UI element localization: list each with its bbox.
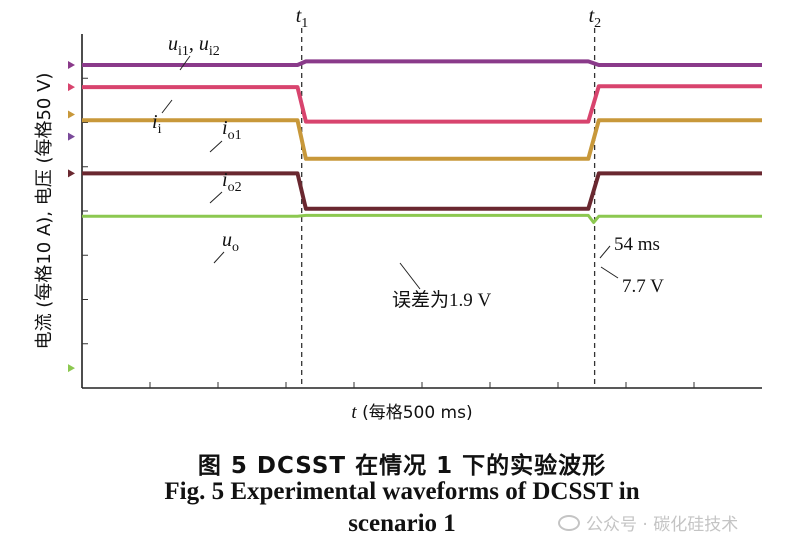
series-label-leader-2 bbox=[161, 99, 173, 114]
series-line-3 bbox=[82, 118, 762, 161]
caption-english-line-1: Fig. 5 Experimental waveforms of DCSST i… bbox=[164, 478, 640, 505]
watermark: 公众号 · 碳化硅技术 bbox=[558, 510, 738, 535]
series-label-2: ii bbox=[152, 111, 162, 137]
annotation-2: 54 ms bbox=[614, 234, 660, 255]
watermark-text: 公众号 · 碳化硅技术 bbox=[586, 515, 739, 535]
series-label-leader-4 bbox=[209, 191, 223, 204]
channel-marker-1 bbox=[68, 60, 75, 69]
annotation-3: 7.7 V bbox=[622, 276, 664, 297]
channel-marker-2 bbox=[68, 83, 75, 92]
time-marker-label-t1: t1 bbox=[296, 5, 309, 31]
series-label-leader-1 bbox=[179, 55, 191, 71]
x-axis-label: t (每格500 ms) bbox=[351, 402, 472, 423]
series-line-5 bbox=[82, 213, 762, 224]
channel-marker-6 bbox=[68, 364, 75, 373]
channel-marker-5 bbox=[68, 169, 75, 178]
series-line-4 bbox=[82, 171, 762, 211]
series-label-3: io1 bbox=[222, 117, 242, 143]
channel-marker-3 bbox=[68, 110, 75, 119]
annotation-leader-2 bbox=[599, 245, 611, 259]
caption-chinese: 图 5 DCSST 在情况 1 下的实验波形 bbox=[197, 453, 607, 479]
wechat-icon bbox=[558, 514, 580, 531]
series-line-1 bbox=[82, 59, 762, 67]
series-line-2 bbox=[82, 84, 762, 124]
time-marker-label-t2: t2 bbox=[589, 5, 602, 31]
series-label-1: ui1, ui2 bbox=[168, 33, 220, 59]
y-axis-label: 电流 (每格10 A), 电压 (每格50 V) bbox=[34, 73, 55, 350]
annotation-1: 误差为1.9 V bbox=[392, 289, 492, 311]
series-label-leader-3 bbox=[209, 140, 223, 153]
series-label-5: uo bbox=[222, 229, 239, 255]
annotation-leader-1 bbox=[399, 262, 421, 290]
channel-marker-4 bbox=[68, 132, 75, 141]
annotation-leader-3 bbox=[600, 266, 619, 279]
caption-english-line-2: scenario 1 bbox=[348, 510, 456, 537]
series-label-leader-5 bbox=[213, 251, 225, 264]
